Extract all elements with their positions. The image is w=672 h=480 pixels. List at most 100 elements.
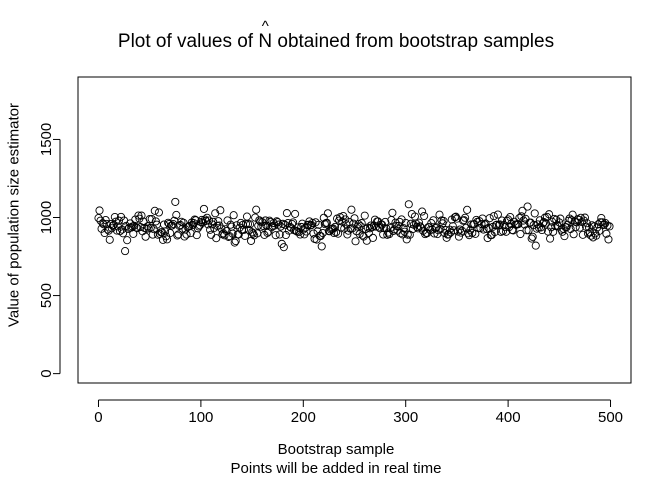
data-point [420,211,429,221]
data-point [429,216,438,225]
data-point [451,212,460,221]
data-point [412,222,422,232]
x-axis-label: Bootstrap sample [277,441,395,458]
data-point [172,210,181,219]
data-point [481,219,490,228]
data-point [317,242,326,251]
data-point [395,217,404,226]
data-point [441,226,450,235]
data-point [230,238,239,247]
data-point [569,230,578,239]
data-point [287,219,297,229]
data-point [129,229,138,238]
data-point [368,233,377,242]
data-point [604,235,613,244]
data-point [497,216,507,225]
data-point [357,219,366,228]
title-prefix: Plot of values of [117,31,259,52]
data-point [150,206,159,215]
data-point [371,222,381,231]
points [94,197,614,256]
data-point [595,226,604,235]
data-point [522,226,531,235]
data-point [325,227,334,236]
x-tick-label: 400 [496,409,521,426]
data-point [448,222,457,231]
x-tick-label: 0 [94,409,102,426]
data-point [556,214,565,223]
data-point [275,230,284,239]
y-axis-label: Value of population size estimator [5,102,23,328]
data-point [206,225,215,234]
data-point [259,221,268,230]
data-point [226,220,235,229]
data-point [528,232,537,241]
data-point [323,209,332,218]
data-point [366,221,375,230]
data-point [439,216,448,226]
data-point [223,216,232,225]
data-point [531,241,540,250]
data-point [461,213,470,222]
data-point [274,220,283,229]
data-point [605,222,614,231]
data-point [297,222,306,232]
data-point [240,231,249,240]
x-axis-sublabel: Points will be added in real time [230,460,442,477]
data-point [101,216,110,225]
data-point [520,220,529,229]
data-point [487,230,496,240]
data-point [468,228,477,238]
data-point [121,247,130,256]
data-point [578,230,587,239]
data-point [449,226,458,235]
data-point [330,222,340,231]
data-point [392,221,401,231]
data-point [489,212,498,221]
data-point [588,221,597,230]
data-point [532,224,541,233]
chart-title: Plot of values of N ^ obtained from boots… [0,18,672,53]
data-point [106,219,115,229]
data-point [580,213,589,222]
data-point [484,223,493,232]
data-point [360,211,369,220]
data-point [587,231,596,240]
data-point [435,210,444,219]
data-point [199,204,209,213]
data-point [384,228,393,237]
data-point [154,208,163,217]
data-point [229,211,238,220]
data-point [411,219,420,228]
data-point [242,212,252,221]
data-point [94,214,103,223]
data-point [349,219,358,228]
data-point [415,222,425,231]
data-point [485,214,494,223]
data-point [220,231,229,240]
data-point [289,218,298,227]
data-point [105,235,114,244]
data-point [381,217,390,226]
data-point [216,206,225,215]
data-point [386,224,395,233]
data-point [207,230,216,239]
data-point [523,202,532,211]
data-point [163,235,172,244]
data-point [406,219,415,228]
data-point [235,223,244,232]
data-point [545,210,554,219]
y-tick-label: 1500 [38,123,55,156]
data-point [282,209,291,218]
data-point [414,218,424,227]
data-point [263,228,272,237]
y-tick-label: 1000 [38,201,55,234]
data-point [549,227,558,236]
data-point [247,236,256,245]
data-point [518,206,527,215]
data-point [351,237,360,246]
data-point [576,213,585,222]
data-point [300,230,309,239]
data-point [249,229,258,238]
data-point [427,219,436,228]
